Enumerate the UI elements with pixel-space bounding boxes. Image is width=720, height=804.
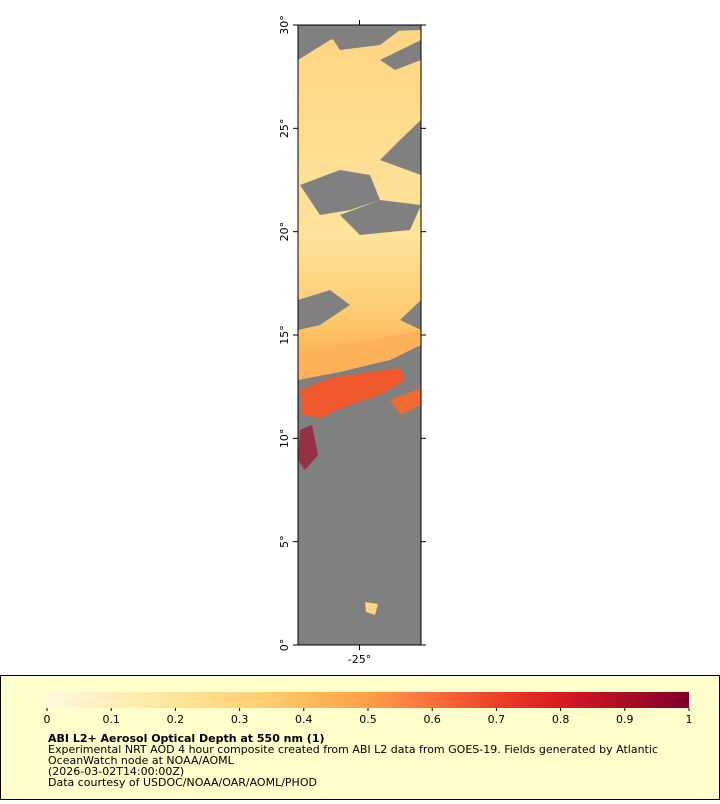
y-tick-label: 25°: [278, 119, 291, 139]
colorbar-ticks: 0 0.1 0.2 0.3 0.4 0.5 0.6 0.7 0.8 0.9 1: [44, 708, 693, 726]
cloud-mask: [400, 300, 421, 330]
colorbar-tick-label: 0.1: [102, 713, 120, 726]
y-tick-label: 30°: [278, 15, 291, 35]
legend-text: Data courtesy of USDOC/NOAA/OAR/AOML/PHO…: [48, 776, 317, 789]
x-tick-label: -25°: [348, 653, 371, 666]
colorbar-tick-label: 0.5: [359, 713, 377, 726]
aod-field: [365, 602, 378, 615]
aod-field: [390, 388, 421, 415]
colorbar-tick-label: 0.9: [616, 713, 634, 726]
y-tick-label: 20°: [278, 222, 291, 242]
y-tick-label: 10°: [278, 429, 291, 449]
colorbar-tick-label: 0.6: [423, 713, 441, 726]
aod-field: [298, 330, 421, 380]
legend-text: (2026-03-02T14:00:00Z): [48, 765, 184, 778]
colorbar-tick-label: 0.4: [295, 713, 313, 726]
colorbar-tick-label: 0.7: [488, 713, 506, 726]
y-tick-label: 0°: [278, 639, 291, 652]
cloud-mask: [330, 28, 400, 50]
cloud-mask: [340, 200, 421, 235]
aod-field: [298, 425, 318, 470]
legend-text: OceanWatch node at NOAA/AOML: [48, 754, 235, 767]
colorbar-tick-label: 0.2: [167, 713, 185, 726]
cloud-mask: [380, 120, 421, 175]
colorbar-tick-label: 0: [44, 713, 51, 726]
axes: 0° 5° 10° 15° 20° 25° 30° -25°: [278, 15, 426, 666]
colorbar-tick-label: 0.8: [552, 713, 570, 726]
colorbar-tick-label: 1: [686, 713, 693, 726]
legend-title: ABI L2+ Aerosol Optical Depth at 550 nm …: [48, 732, 325, 745]
aod-field: [300, 368, 405, 418]
legend-text: Experimental NRT AOD 4 hour composite cr…: [48, 743, 658, 756]
cloud-mask: [298, 290, 350, 330]
cloud-mask: [380, 40, 421, 70]
colorbar: [47, 692, 689, 708]
y-tick-label: 5°: [278, 535, 291, 548]
map-area: [298, 25, 421, 645]
colorbar-tick-label: 0.3: [231, 713, 249, 726]
cloud-mask: [300, 170, 380, 215]
y-tick-label: 15°: [278, 325, 291, 345]
